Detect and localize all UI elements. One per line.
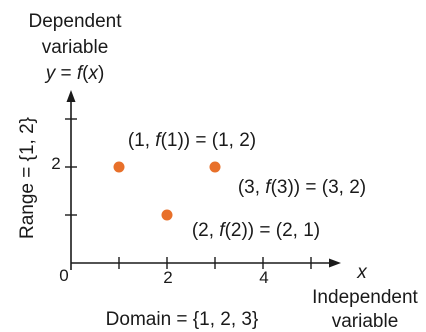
y-axis-arrowhead [66,90,76,102]
x-axis-symbol: x [356,262,368,283]
x-tick-label-4: 4 [259,268,268,287]
point-annotation-3: (3, f(3)) = (3, 2) [238,177,366,198]
data-point-2 [161,209,173,221]
y-axis-caption-line1: Dependent [29,11,123,32]
origin-label: 0 [59,266,68,285]
data-points [113,161,221,221]
y-axis-ticks [65,118,77,216]
y-axis-caption-line2: variable [42,37,109,58]
x-axis-caption-line2: variable [332,311,399,332]
point-annotation-2: (2, f(2)) = (2, 1) [192,220,320,241]
x-tick-label-2: 2 [163,268,172,287]
y-tick-label-2: 2 [51,154,60,173]
range-label: Range = {1, 2} [17,117,38,239]
y-axis-function-label: y = f(x) [44,63,105,84]
data-point-1 [113,161,125,173]
domain-label: Domain = {1, 2, 3} [106,309,259,330]
x-axis-arrowhead [329,258,341,268]
point-annotation-1: (1, f(1)) = (1, 2) [128,130,256,151]
x-axis-ticks [118,257,312,269]
data-point-3 [209,161,221,173]
x-axis-caption-line1: Independent [312,287,418,308]
